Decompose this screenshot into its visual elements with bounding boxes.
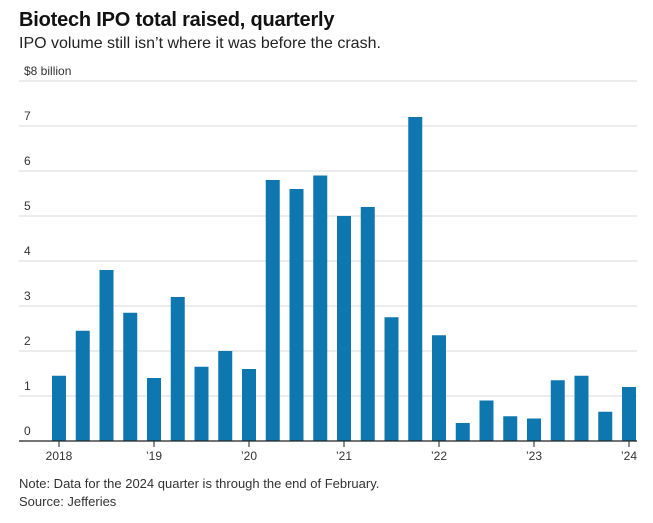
bar-2021-q3 bbox=[384, 317, 399, 441]
bar-2020-q2 bbox=[265, 180, 280, 441]
bar-2019-q3 bbox=[194, 366, 209, 441]
chart-source: Source: Jefferies bbox=[19, 494, 117, 509]
bar-2019-q1 bbox=[147, 378, 161, 441]
bar-2020-q1 bbox=[242, 369, 256, 441]
x-tick-label-0: 2018 bbox=[46, 449, 73, 463]
y-tick-label-1: 1 bbox=[24, 379, 31, 393]
y-tick-label-3: 3 bbox=[24, 289, 31, 303]
x-tick-label-16: ’22 bbox=[431, 449, 447, 463]
bar-2018-q1 bbox=[52, 375, 66, 441]
chart-title: Biotech IPO total raised, quarterly bbox=[19, 9, 335, 31]
bar-2021-q1 bbox=[337, 216, 351, 441]
bar-2022-q1 bbox=[432, 335, 446, 441]
y-tick-label-7: 7 bbox=[24, 109, 31, 123]
x-tick-label-8: ’20 bbox=[241, 449, 257, 463]
bar-2018-q4 bbox=[123, 312, 138, 441]
x-tick-label-20: ’23 bbox=[526, 449, 542, 463]
x-tick-label-12: ’21 bbox=[336, 449, 352, 463]
chart-subtitle: IPO volume still isn’t where it was befo… bbox=[19, 35, 381, 52]
y-tick-label-8: $8 billion bbox=[24, 64, 71, 78]
bar-2020-q3 bbox=[289, 189, 304, 441]
bar-2019-q2 bbox=[170, 297, 185, 441]
x-tick-label-24: ’24 bbox=[621, 449, 637, 463]
bar-2018-q3 bbox=[99, 270, 114, 441]
x-tick-label-4: ’19 bbox=[146, 449, 162, 463]
bar-2022-q3 bbox=[479, 400, 494, 441]
bar-2022-q2 bbox=[455, 423, 470, 441]
bar-2024-q1 bbox=[622, 387, 636, 441]
bar-2018-q2 bbox=[75, 330, 90, 441]
bar-2023-q2 bbox=[550, 380, 565, 441]
chart-note: Note: Data for the 2024 quarter is throu… bbox=[19, 476, 380, 491]
bar-2023-q4 bbox=[598, 411, 613, 441]
y-tick-label-6: 6 bbox=[24, 154, 31, 168]
bar-2022-q4 bbox=[503, 416, 518, 441]
y-tick-label-0: 0 bbox=[24, 424, 31, 438]
y-tick-label-5: 5 bbox=[24, 199, 31, 213]
bar-2020-q4 bbox=[313, 175, 328, 441]
bar-2021-q2 bbox=[360, 207, 375, 441]
bar-2023-q3 bbox=[574, 375, 589, 441]
y-tick-label-2: 2 bbox=[24, 334, 31, 348]
bar-2023-q1 bbox=[527, 418, 541, 441]
y-tick-label-4: 4 bbox=[24, 244, 31, 258]
bar-2021-q4 bbox=[408, 117, 423, 441]
bar-2019-q4 bbox=[218, 351, 233, 441]
